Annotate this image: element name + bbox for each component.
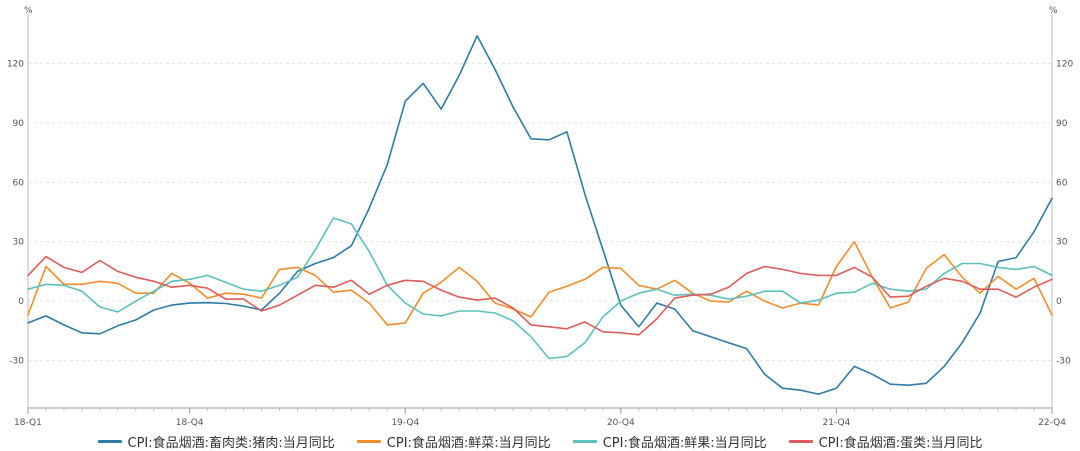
right-unit-label: %: [1049, 6, 1058, 16]
legend: CPI:食品烟酒:畜肉类:猪肉:当月同比 CPI:食品烟酒:鲜菜:当月同比 CPI:…: [0, 431, 1080, 451]
x-tick-label: 21-Q4: [822, 418, 850, 428]
y-tick-label-right: 120: [1056, 60, 1073, 70]
series-line-3: [27, 255, 1053, 336]
series-line-2: [27, 217, 1053, 360]
axes: % % -30 -30 0 0 30 30 60 60 90 90 120 120 18-Q1 18-Q4…: [7, 6, 1074, 428]
series-lines: [27, 34, 1053, 395]
series-line-1: [27, 240, 1053, 326]
y-tick-label-left: 120: [7, 60, 24, 70]
legend-label: CPI:食品烟酒:鲜菜:当月同比: [386, 435, 551, 451]
legend-swatch: [572, 439, 597, 443]
legend-label: CPI:食品烟酒:蛋类:当月同比: [818, 435, 983, 451]
x-tick-label: 19-Q4: [391, 418, 419, 428]
legend-item-1[interactable]: CPI:食品烟酒:鲜菜:当月同比: [356, 432, 551, 451]
left-unit-label: %: [24, 6, 33, 16]
legend-swatch: [97, 439, 122, 443]
gridlines: [28, 63, 1052, 361]
series-line-0: [27, 34, 1053, 395]
legend-swatch: [356, 439, 381, 443]
x-tick-label: 20-Q4: [607, 418, 635, 428]
y-tick-label-right: 30: [1056, 238, 1068, 248]
legend-swatch: [788, 439, 813, 443]
x-tick-label: 18-Q1: [14, 418, 42, 428]
x-tick-label: 22-Q4: [1038, 418, 1066, 428]
y-tick-label-right: 90: [1056, 119, 1068, 129]
legend-item-3[interactable]: CPI:食品烟酒:蛋类:当月同比: [788, 432, 983, 451]
legend-label: CPI:食品烟酒:畜肉类:猪肉:当月同比: [127, 435, 335, 451]
y-tick-label-left: 0: [18, 297, 24, 307]
y-tick-label-right: 60: [1056, 178, 1068, 188]
y-tick-label-right: -30: [1056, 356, 1071, 366]
y-tick-label-left: 30: [13, 238, 25, 248]
legend-label: CPI:食品烟酒:鲜果:当月同比: [602, 435, 767, 451]
y-tick-label-left: -30: [9, 356, 24, 366]
x-tick-label: 18-Q4: [176, 418, 204, 428]
y-tick-label-right: 0: [1056, 297, 1062, 307]
y-tick-label-left: 60: [13, 178, 25, 188]
y-tick-label-left: 90: [13, 119, 25, 129]
line-chart: % % -30 -30 0 0 30 30 60 60 90 90 120 120 18-Q1 18-Q4…: [7, 6, 1074, 428]
legend-item-0[interactable]: CPI:食品烟酒:畜肉类:猪肉:当月同比: [97, 432, 335, 451]
legend-item-2[interactable]: CPI:食品烟酒:鲜果:当月同比: [572, 432, 767, 451]
